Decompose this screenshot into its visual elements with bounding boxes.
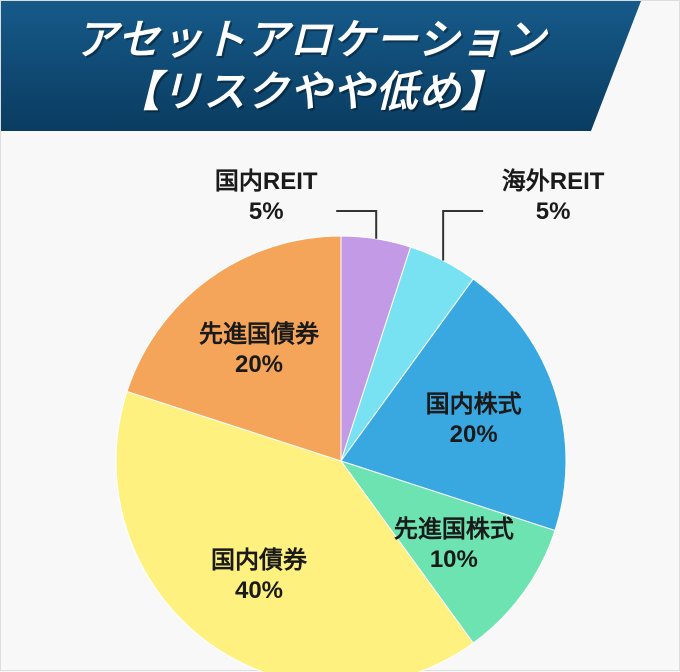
slice-percent-external: 5% <box>536 198 571 225</box>
header-banner: アセットアロケーション 【リスクやや低め】 <box>1 1 680 131</box>
slice-label-external: 国内REIT <box>215 168 318 195</box>
slice-percent: 10% <box>430 546 478 573</box>
header-line2: 【リスクやや低め】 <box>117 66 504 119</box>
slice-percent: 20% <box>235 351 283 378</box>
slice-label: 先進国債券 <box>199 320 320 348</box>
slice-label-external: 海外REIT <box>502 167 605 195</box>
pie-chart: 海外REIT5%国内株式20%先進国株式10%国内債券40%先進国債券20%国内… <box>51 181 631 672</box>
slice-percent-external: 5% <box>249 198 284 225</box>
slice-percent: 20% <box>450 421 498 448</box>
leader-line <box>336 211 376 239</box>
slice-percent: 40% <box>235 577 283 604</box>
leader-line <box>443 211 483 261</box>
slice-label: 国内株式 <box>426 391 522 418</box>
header-title: アセットアロケーション 【リスクやや低め】 <box>1 1 680 131</box>
slice-label: 国内債券 <box>211 546 308 574</box>
header-line1: アセットアロケーション <box>75 14 546 67</box>
slice-label: 先進国株式 <box>394 516 514 543</box>
pie-chart-container: 海外REIT 5% 国内株式 20% 先進国株式 10% 国内債券 40% 先進国債券 20% 国内… <box>1 131 680 672</box>
